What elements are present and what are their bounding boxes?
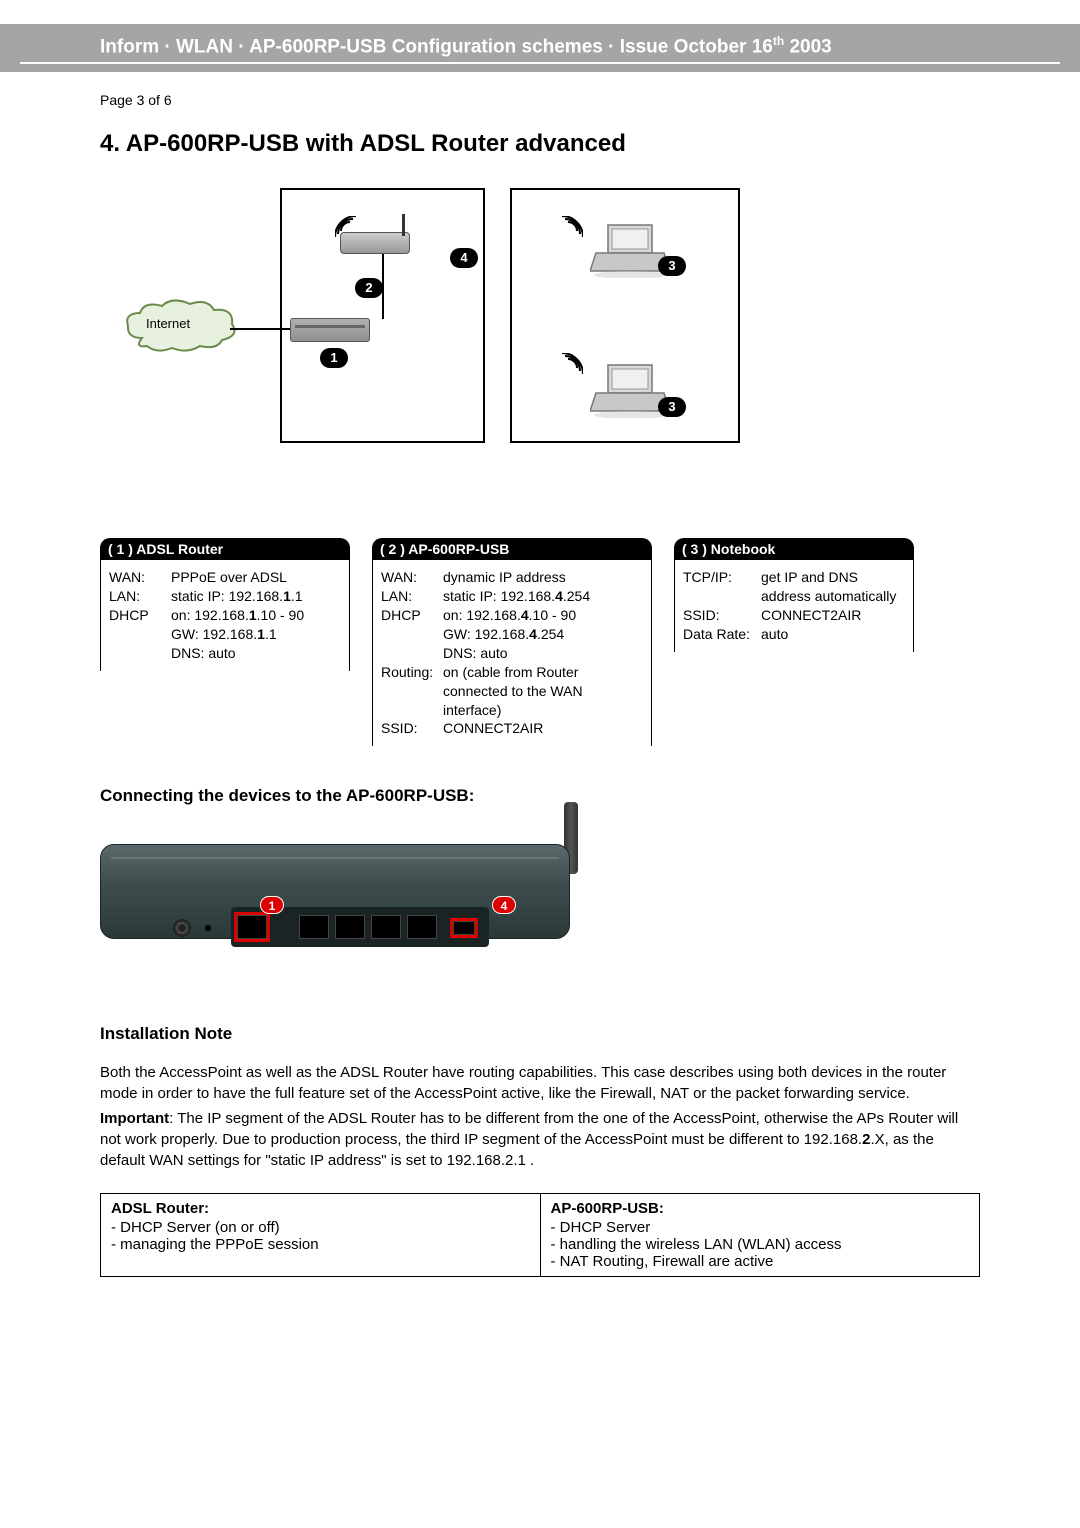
port-label: USB xyxy=(453,953,474,964)
note-paragraph-2: Important: The IP segment of the ADSL Ro… xyxy=(100,1108,980,1171)
device-body: POWER RESET WAN LAN1 LAN2 LAN3 LAN4 USB xyxy=(100,844,570,939)
header-title: Inform · WLAN · AP-600RP-USB Configurati… xyxy=(20,34,1060,64)
config-body: TCP/IP:get IP and DNS address automatica… xyxy=(674,560,914,652)
network-diagram: Internet xyxy=(110,188,980,498)
page-indicator: Page 3 of 6 xyxy=(100,92,980,108)
diagram-marker-4: 4 xyxy=(450,248,478,268)
device-rear-diagram: POWER RESET WAN LAN1 LAN2 LAN3 LAN4 USB … xyxy=(100,824,600,984)
table-item: - handling the wireless LAN (WLAN) acces… xyxy=(551,1236,970,1253)
table-item: - DHCP Server (on or off) xyxy=(111,1219,530,1236)
device-marker-4: 4 xyxy=(492,896,516,914)
config-boxes-row: ( 1 ) ADSL Router WAN:PPPoE over ADSL LA… xyxy=(100,538,980,746)
laptop-icon xyxy=(590,223,670,283)
config-box-adsl-router: ( 1 ) ADSL Router WAN:PPPoE over ADSL LA… xyxy=(100,538,350,746)
wifi-waves-icon xyxy=(335,216,365,251)
table-item: - managing the PPPoE session xyxy=(111,1236,530,1253)
power-jack-icon xyxy=(173,919,191,937)
page-content: Page 3 of 6 4. AP-600RP-USB with ADSL Ro… xyxy=(0,72,1080,1297)
adsl-router-icon xyxy=(290,318,370,342)
wan-port xyxy=(237,915,267,939)
diagram-marker-1: 1 xyxy=(320,348,348,368)
lan1-port xyxy=(299,915,329,939)
config-body: WAN:PPPoE over ADSL LAN:static IP: 192.1… xyxy=(100,560,350,670)
table-col-title: AP-600RP-USB: xyxy=(551,1200,970,1217)
wifi-waves-icon xyxy=(553,353,583,388)
laptop-icon xyxy=(590,363,670,423)
device-marker-1: 1 xyxy=(260,896,284,914)
section-title: 4. AP-600RP-USB with ADSL Router advance… xyxy=(100,130,980,158)
port-label: LAN2 xyxy=(334,953,360,964)
table-col-title: ADSL Router: xyxy=(111,1200,530,1217)
config-body: WAN:dynamic IP address LAN:static IP: 19… xyxy=(372,560,652,746)
wifi-waves-icon xyxy=(553,216,583,251)
note-paragraph-1: Both the AccessPoint as well as the ADSL… xyxy=(100,1062,980,1104)
port-label: WAN xyxy=(245,953,268,964)
table-item: - NAT Routing, Firewall are active xyxy=(551,1253,970,1270)
config-head: ( 3 ) Notebook xyxy=(674,538,914,560)
config-box-ap600rp: ( 2 ) AP-600RP-USB WAN:dynamic IP addres… xyxy=(372,538,652,746)
port-label: RESET xyxy=(201,953,234,964)
port-label: LAN3 xyxy=(371,953,397,964)
config-head: ( 1 ) ADSL Router xyxy=(100,538,350,560)
internet-label: Internet xyxy=(146,316,190,331)
lan2-port xyxy=(335,915,365,939)
table-col-ap: AP-600RP-USB: - DHCP Server - handling t… xyxy=(541,1194,980,1276)
lan4-port xyxy=(407,915,437,939)
config-head: ( 2 ) AP-600RP-USB xyxy=(372,538,652,560)
diagram-marker-3: 3 xyxy=(658,256,686,276)
diagram-marker-3: 3 xyxy=(658,397,686,417)
responsibilities-table: ADSL Router: - DHCP Server (on or off) -… xyxy=(100,1193,980,1277)
port-label: LAN4 xyxy=(408,953,434,964)
port-label: POWER xyxy=(163,953,201,964)
table-col-adsl: ADSL Router: - DHCP Server (on or off) -… xyxy=(101,1194,541,1276)
usb-port xyxy=(453,921,475,935)
page-header: Inform · WLAN · AP-600RP-USB Configurati… xyxy=(0,24,1080,72)
installation-note-heading: Installation Note xyxy=(100,1024,980,1044)
port-label: LAN1 xyxy=(297,953,323,964)
connecting-heading: Connecting the devices to the AP-600RP-U… xyxy=(100,786,980,806)
reset-hole-icon xyxy=(205,925,211,931)
lan3-port xyxy=(371,915,401,939)
diagram-marker-2: 2 xyxy=(355,278,383,298)
table-item: - DHCP Server xyxy=(551,1219,970,1236)
config-box-notebook: ( 3 ) Notebook TCP/IP:get IP and DNS add… xyxy=(674,538,914,746)
